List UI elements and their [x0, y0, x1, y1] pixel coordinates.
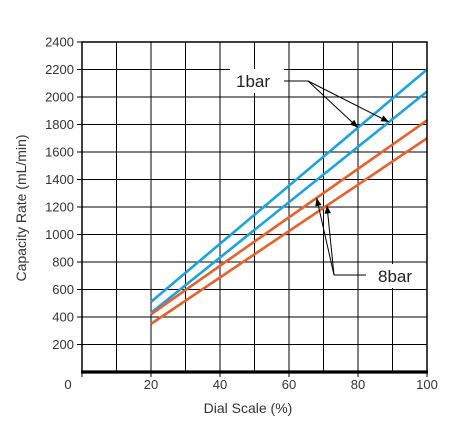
series-line-3: [150, 119, 428, 316]
annotation-label-1: 1bar: [236, 72, 270, 91]
y-tick-label: 400: [52, 310, 74, 325]
tick-layer: 2004006008001000120014001600180020002200…: [45, 35, 438, 393]
y-tick-label: 800: [52, 255, 74, 270]
annotation-box: [230, 69, 284, 93]
leader-line: [316, 197, 335, 276]
y-tick-label: 2200: [45, 62, 74, 77]
series-line-1: [150, 68, 428, 303]
series-line-4: [150, 137, 428, 325]
arrowhead: [315, 197, 322, 207]
arrowhead: [380, 115, 390, 122]
leader-line: [307, 80, 390, 123]
x-axis-label: Dial Scale (%): [204, 400, 293, 416]
annotation-box: [372, 264, 426, 288]
y-tick-label: 1000: [45, 227, 74, 242]
y-tick-label: 1800: [45, 117, 74, 132]
arrowhead: [349, 119, 358, 128]
series-line-2: [150, 90, 428, 314]
series-layer: [150, 68, 428, 325]
y-tick-label: 1600: [45, 145, 74, 160]
y-axis-label: Capacity Rate (mL/min): [13, 134, 29, 281]
x-tick-label: 20: [144, 377, 158, 392]
leader-line: [307, 80, 359, 128]
leader-line: [326, 205, 335, 276]
y-tick-label: 1400: [45, 172, 74, 187]
x-tick-label: 80: [351, 377, 365, 392]
x-tick-label: 100: [416, 377, 438, 392]
grid-layer: [82, 42, 427, 372]
x-tick-label: 0: [64, 377, 71, 392]
arrowhead: [324, 205, 331, 214]
y-tick-label: 200: [52, 337, 74, 352]
annotation-label-2: 8bar: [378, 267, 412, 286]
x-tick-label: 60: [282, 377, 296, 392]
annotation-layer: 1bar 8bar: [230, 69, 426, 288]
y-tick-label: 2400: [45, 35, 74, 50]
x-tick-label: 40: [213, 377, 227, 392]
y-tick-label: 600: [52, 282, 74, 297]
y-tick-label: 2000: [45, 90, 74, 105]
y-tick-label: 1200: [45, 200, 74, 215]
